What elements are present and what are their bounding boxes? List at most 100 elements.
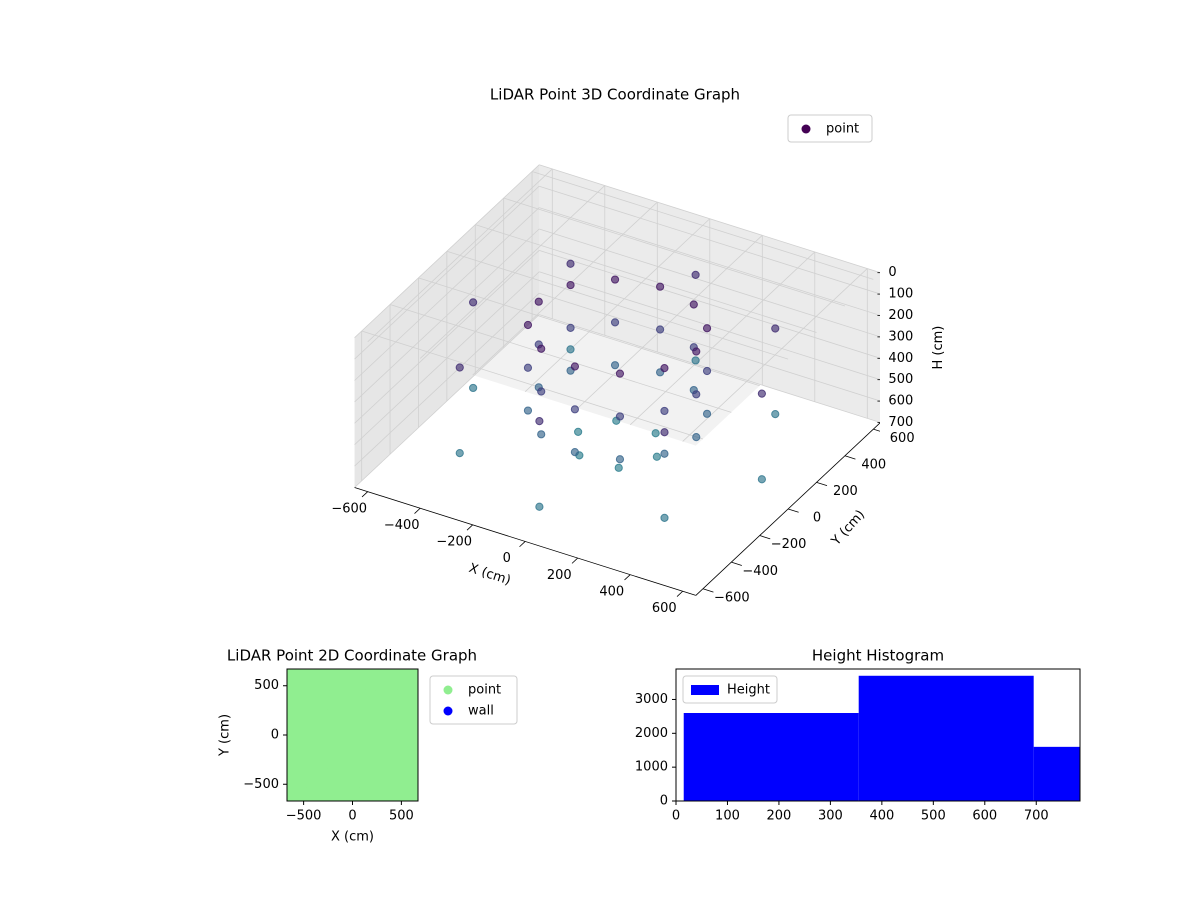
legend-label: wall: [468, 704, 494, 719]
y-axis-label: Y (cm): [828, 507, 868, 549]
x-tick-label: −400: [384, 518, 420, 533]
tick-mark: [788, 508, 799, 513]
point: [656, 325, 665, 334]
x-tick-label: −600: [331, 501, 367, 516]
x-tick-label: 600: [652, 601, 677, 616]
y-tick-label: −200: [771, 537, 807, 552]
x-tick-label: 0: [672, 809, 680, 824]
x-tick-label: −500: [286, 809, 322, 824]
point: [691, 270, 700, 279]
y-tick-label: 0: [660, 794, 668, 809]
legend-box: [787, 114, 873, 143]
point: [615, 412, 625, 421]
chart-title: Height Histogram: [812, 647, 944, 665]
y-tick-label: −600: [714, 590, 750, 605]
point: [757, 389, 766, 398]
point: [566, 280, 575, 290]
plot-3d: [354, 164, 880, 597]
point: [566, 345, 575, 354]
y-tick-label: 0: [271, 728, 279, 743]
point: [610, 318, 620, 327]
tick-mark: [676, 590, 683, 597]
legend-label: point: [468, 683, 501, 698]
y-axis-line: [695, 422, 880, 596]
tick-mark: [361, 491, 368, 498]
point: [614, 463, 623, 472]
z-tick-label: 600: [888, 394, 913, 409]
x-tick-label: 400: [869, 809, 894, 824]
legend-swatch: [691, 685, 719, 695]
point: [570, 405, 580, 414]
legend-marker: [443, 685, 453, 695]
x-tick-label: 600: [972, 809, 997, 824]
y-tick-label: 500: [254, 678, 279, 693]
y-tick-label: 1000: [635, 760, 668, 775]
x-tick-label: 200: [767, 809, 792, 824]
tick-mark: [414, 507, 421, 514]
point: [537, 344, 546, 353]
grid-line: [539, 207, 880, 316]
tick-mark: [844, 455, 856, 460]
z-tick-label: 700: [888, 415, 913, 430]
grid-line: [539, 164, 880, 273]
axes-frame: [675, 668, 1081, 802]
grid-line: [354, 185, 540, 360]
point: [570, 362, 580, 371]
grid-line: [354, 292, 540, 467]
point: [757, 475, 766, 484]
grid-line: [539, 185, 880, 295]
tick-mark: [759, 535, 771, 540]
point: [610, 361, 620, 370]
point: [660, 364, 669, 373]
point: [652, 452, 661, 461]
point: [566, 259, 575, 268]
point: [534, 297, 543, 306]
bar: [1033, 746, 1080, 801]
x-tick-label: 300: [818, 809, 843, 824]
point: [615, 369, 625, 378]
point: [570, 448, 580, 457]
point: [535, 502, 544, 511]
grid-line: [531, 171, 874, 280]
point: [702, 409, 712, 418]
legend-label: point: [826, 122, 859, 137]
tick-mark: [519, 541, 526, 548]
chart-title: LiDAR Point 2D Coordinate Graph: [227, 647, 477, 665]
plot-2d: [287, 669, 418, 801]
point: [615, 455, 625, 464]
x-tick-label: 0: [348, 809, 356, 824]
tick-mark: [702, 588, 714, 593]
point: [660, 406, 669, 416]
point: [771, 324, 780, 333]
point: [396, 669, 418, 691]
point: [469, 298, 478, 307]
grid-line: [539, 250, 880, 359]
z-tick-label: 500: [888, 372, 913, 387]
point: [537, 430, 546, 439]
grid-line: [354, 228, 540, 403]
point: [610, 275, 620, 284]
z-tick-label: 300: [888, 329, 913, 344]
x-axis-label: X (cm): [331, 830, 374, 845]
chart-title: LiDAR Point 3D Coordinate Graph: [490, 86, 740, 104]
point: [574, 427, 583, 436]
tick-mark: [466, 524, 473, 531]
x-tick-label: −200: [436, 535, 472, 550]
bar: [858, 675, 1034, 801]
point: [469, 383, 478, 393]
grid-line: [354, 271, 540, 445]
y-tick-label: 400: [861, 457, 886, 472]
z-axis-label: H (cm): [931, 326, 946, 370]
tick-mark: [873, 428, 880, 432]
z-tick-label: 400: [888, 351, 913, 366]
point: [692, 347, 701, 356]
point: [692, 433, 701, 442]
x-axis-line: [354, 487, 696, 596]
y-tick-label: −500: [243, 777, 279, 792]
point: [455, 449, 464, 458]
grid-line: [354, 164, 540, 338]
grid-line: [354, 250, 540, 424]
y-axis-label: Y (cm): [218, 714, 233, 757]
tick-mark: [731, 561, 742, 566]
y-tick-label: 3000: [635, 692, 668, 707]
